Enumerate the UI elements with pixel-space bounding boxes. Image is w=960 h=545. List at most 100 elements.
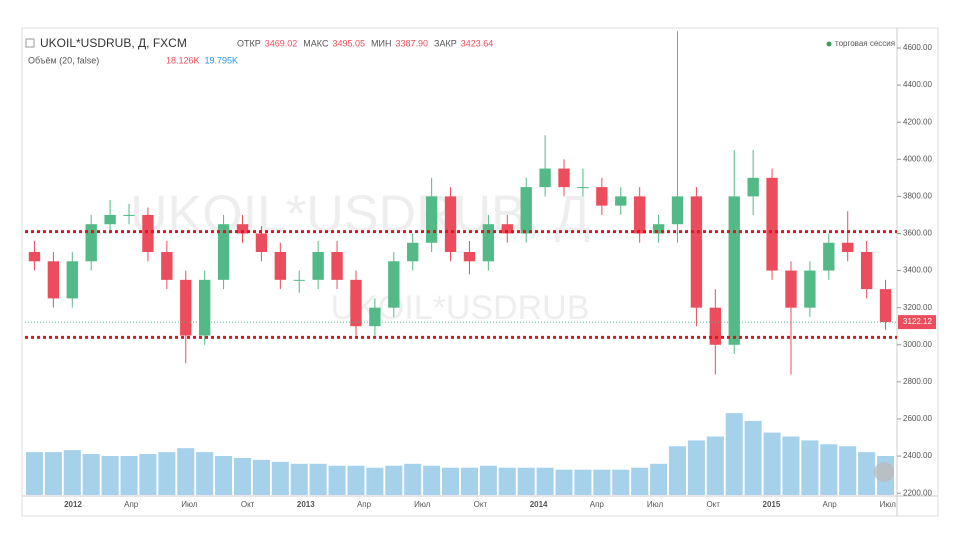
volume-bar [574,469,592,495]
candle-body [199,279,211,336]
candle-body [388,261,400,308]
volume-bar [25,452,43,495]
volume-bar [442,467,460,495]
volume-bar [158,452,176,495]
volume-bar [309,463,327,495]
volume-bar [215,456,233,495]
y-tick-label: 3400.00 [903,266,932,275]
candle-body [180,279,192,336]
stat-name: ЗАКР [434,38,457,48]
x-tick-label: 2012 [64,500,82,509]
x-tick-label: Апр [357,500,372,509]
candle-body [274,252,286,280]
candle-body [312,252,324,280]
volume-bar [631,467,649,495]
x-tick-label: Апр [823,500,838,509]
candle-body [823,242,835,271]
volume-bar [858,452,876,495]
candle-body [747,177,759,197]
volume-bar [687,440,705,495]
x-tick-label: Окт [241,500,255,509]
volume-title: Объём (20, false) [28,55,99,65]
candle-body [369,307,381,327]
volume-bar [744,420,762,495]
volume-bar [593,469,611,495]
y-tick-label: 4400.00 [903,80,932,89]
candle-body [520,187,532,234]
candle-body [104,214,116,225]
volume-bar [725,413,743,495]
last-price-label: 3122.12 [903,317,932,326]
panel [21,27,939,517]
volume-bar [366,467,384,495]
volume-bar [347,465,365,495]
candle-body [331,252,343,280]
volume-bar [612,469,630,495]
y-tick-label: 4600.00 [903,43,932,52]
x-tick-label: Июл [880,500,897,509]
x-tick-label: 2015 [763,500,781,509]
volume-bar [536,467,554,495]
volume-stat: 18.126K [166,55,200,65]
candle-body [615,196,627,206]
volume-bar [801,440,819,495]
candle-body [804,270,816,308]
y-tick-label: 3600.00 [903,229,932,238]
candle-body [463,252,476,262]
collapse-icon[interactable] [25,38,35,48]
session-label: торговая сессия [835,39,895,48]
y-tick-label: 3000.00 [903,340,932,349]
x-tick-label: Окт [706,500,720,509]
candle-body [860,252,873,290]
volume-bar [290,463,308,495]
volume-bar [820,444,838,495]
volume-bar [839,446,857,495]
candle-body [652,224,665,234]
candle-body [634,196,646,234]
candle-body [766,177,778,271]
x-tick-label: Окт [474,500,488,509]
y-tick-label: 2400.00 [903,451,932,460]
x-tick-label: Апр [590,500,605,509]
y-tick-label: 2800.00 [903,377,932,386]
scroll-button[interactable] [874,462,894,482]
volume-bar [555,469,573,495]
candle-body [671,196,684,225]
candle-body [142,214,154,253]
stats: ОТКР 3469.02 МАКС 3495.05 МИН 3387.90 ЗАКР 3423… [237,38,493,48]
stat-name: МИН [371,38,391,48]
volume-bar [479,465,497,495]
volume-bar [498,467,516,495]
volume-bar [177,448,195,495]
candle-body [217,224,230,280]
volume-bar [460,467,478,495]
candle-body [123,214,135,216]
candle-body [785,270,797,308]
session-dot [826,41,832,47]
volume-bar [668,446,687,495]
x-tick-label: Июл [181,500,198,509]
volume-bar [120,456,138,495]
candle-body [85,224,97,262]
volume-bar [44,452,62,495]
y-tick-label: 2200.00 [903,488,932,497]
candle-body [47,261,60,299]
candle-body [558,168,570,188]
x-tick-label: Апр [124,500,139,509]
volume-bar [252,459,270,495]
volume-bar [139,454,157,495]
volume-bar [271,461,289,495]
candle-body [425,196,438,243]
volume-bar [517,467,535,495]
y-tick-label: 3200.00 [903,303,932,312]
stat-value: 3495.05 [332,38,365,48]
candle-body [690,196,703,308]
x-tick-label: 2013 [297,500,315,509]
candle-body [407,242,419,262]
x-tick-label: Июл [647,500,664,509]
plot [25,31,895,495]
volume-bar [404,463,422,495]
y-tick-label: 4200.00 [903,117,932,126]
